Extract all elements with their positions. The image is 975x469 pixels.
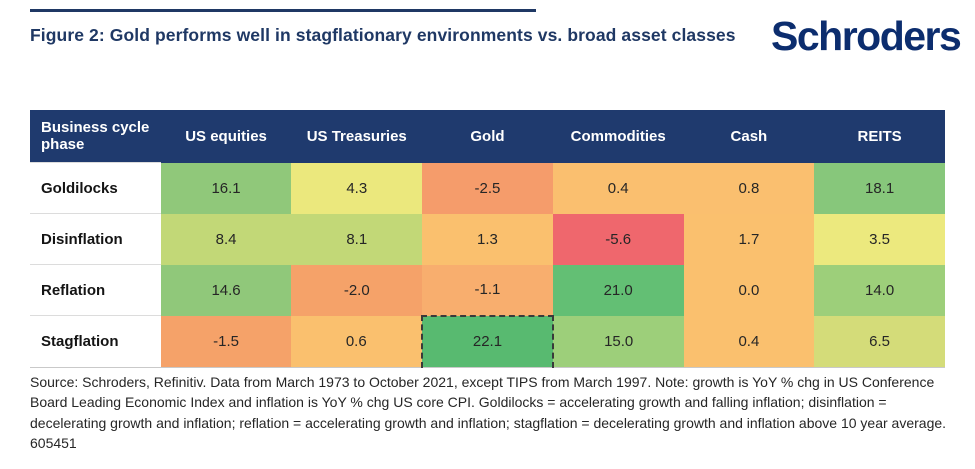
cell-stagflation-commodities: 15.0 — [552, 315, 684, 368]
table-body: Goldilocks 16.1 4.3 -2.5 0.4 0.8 18.1 Disinflat… — [30, 162, 945, 368]
row-disinflation: Disinflation 8.4 8.1 1.3 -5.6 1.7 3.5 — [30, 213, 945, 265]
col-header-cash: Cash — [683, 110, 815, 163]
cell-reflation-commodities: 21.0 — [552, 264, 684, 316]
cell-reflation-gold: -1.1 — [422, 264, 553, 316]
row-label-stagflation: Stagflation — [30, 315, 161, 368]
row-label-disinflation: Disinflation — [30, 213, 161, 265]
cell-goldilocks-commodities: 0.4 — [552, 162, 684, 214]
schroders-logo: Schroders — [771, 13, 962, 59]
cell-goldilocks-us-equities: 16.1 — [160, 162, 292, 214]
cell-reflation-reits: 14.0 — [814, 264, 945, 316]
col-header-business-cycle-phase: Business cycle phase — [30, 110, 161, 163]
cell-stagflation-cash: 0.4 — [683, 315, 815, 368]
cell-reflation-cash: 0.0 — [683, 264, 815, 316]
col-header-us-treasuries: US Treasuries — [291, 110, 423, 163]
cell-disinflation-commodities: -5.6 — [552, 213, 684, 265]
row-reflation: Reflation 14.6 -2.0 -1.1 21.0 0.0 14.0 — [30, 264, 945, 316]
cell-disinflation-gold: 1.3 — [422, 213, 553, 265]
cell-goldilocks-us-treasuries: 4.3 — [291, 162, 423, 214]
col-header-gold: Gold — [422, 110, 553, 163]
cell-disinflation-us-equities: 8.4 — [160, 213, 292, 265]
col-header-reits: REITS — [814, 110, 945, 163]
cell-disinflation-cash: 1.7 — [683, 213, 815, 265]
row-goldilocks: Goldilocks 16.1 4.3 -2.5 0.4 0.8 18.1 — [30, 162, 945, 214]
cell-stagflation-gold: 22.1 — [421, 314, 554, 368]
cell-stagflation-reits: 6.5 — [814, 315, 945, 368]
cell-disinflation-reits: 3.5 — [814, 213, 945, 265]
cell-stagflation-us-equities: -1.5 — [160, 315, 292, 368]
cell-goldilocks-reits: 18.1 — [814, 162, 945, 214]
row-label-goldilocks: Goldilocks — [30, 162, 161, 214]
figure-title: Figure 2: Gold performs well in stagflat… — [30, 25, 736, 45]
header-row: Business cycle phase US equities US Treasu… — [30, 110, 945, 163]
cell-goldilocks-gold: -2.5 — [422, 162, 553, 214]
cell-goldilocks-cash: 0.8 — [683, 162, 815, 214]
top-rule — [30, 9, 536, 12]
row-label-reflation: Reflation — [30, 264, 161, 316]
cell-stagflation-us-treasuries: 0.6 — [291, 315, 423, 368]
cell-disinflation-us-treasuries: 8.1 — [291, 213, 423, 265]
cell-reflation-us-treasuries: -2.0 — [291, 264, 423, 316]
source-note: Source: Schroders, Refinitiv. Data from … — [30, 374, 947, 451]
row-stagflation: Stagflation -1.5 0.6 22.1 15.0 0.4 6.5 — [30, 314, 945, 368]
asset-returns-heatmap-table: Business cycle phase US equities US Treasu… — [30, 110, 945, 368]
table-header: Business cycle phase US equities US Treasu… — [30, 110, 945, 163]
col-header-commodities: Commodities — [552, 110, 684, 163]
cell-reflation-us-equities: 14.6 — [160, 264, 292, 316]
col-header-us-equities: US equities — [160, 110, 292, 163]
